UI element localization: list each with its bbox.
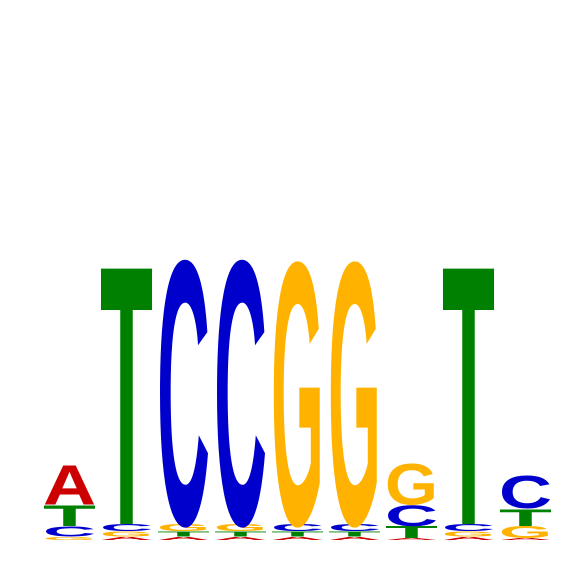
letter-G-pos-1: G bbox=[43, 536, 96, 541]
letter-C-pos-9: C bbox=[499, 466, 552, 518]
letter-G-pos-9: G bbox=[499, 523, 552, 542]
letter-T-pos-5: T bbox=[271, 530, 324, 538]
letter-G-pos-3: G bbox=[157, 522, 210, 533]
letter-T-pos-9: T bbox=[499, 504, 552, 532]
letter-G-pos-8: G bbox=[442, 530, 495, 538]
letter-A-pos-5: A bbox=[271, 536, 324, 541]
letter-C-pos-1: C bbox=[43, 523, 96, 539]
letter-T-pos-3: T bbox=[157, 530, 210, 538]
letter-C-pos-8: C bbox=[442, 523, 495, 534]
letter-T-pos-1: T bbox=[43, 499, 96, 532]
letter-C-pos-4: C bbox=[214, 181, 267, 566]
letter-A-pos-9: A bbox=[499, 538, 552, 541]
letter-A-pos-4: A bbox=[214, 536, 267, 541]
letter-G-pos-5: G bbox=[271, 184, 324, 566]
letter-G-pos-6: G bbox=[328, 184, 381, 566]
letter-A-pos-1: A bbox=[43, 454, 96, 517]
letter-A-pos-6: A bbox=[328, 536, 381, 541]
letter-G-pos-7: G bbox=[385, 452, 438, 517]
letter-A-pos-8: A bbox=[442, 536, 495, 541]
letter-T-pos-4: T bbox=[214, 530, 267, 538]
letter-G-pos-2: G bbox=[100, 530, 153, 538]
letter-A-pos-2: A bbox=[100, 536, 153, 541]
letter-C-pos-7: C bbox=[385, 499, 438, 532]
letter-C-pos-5: C bbox=[271, 523, 324, 534]
letter-C-pos-2: C bbox=[100, 523, 153, 534]
letter-A-pos-3: A bbox=[157, 536, 210, 541]
letter-T-pos-8: T bbox=[442, 189, 495, 566]
letter-C-pos-6: C bbox=[328, 523, 381, 534]
letter-A-pos-7: A bbox=[385, 538, 438, 541]
letter-G-pos-4: G bbox=[214, 522, 267, 533]
letter-T-pos-7: T bbox=[385, 523, 438, 542]
letter-T-pos-6: T bbox=[328, 530, 381, 538]
letter-T-pos-2: T bbox=[100, 189, 153, 566]
letter-C-pos-3: C bbox=[157, 181, 210, 566]
